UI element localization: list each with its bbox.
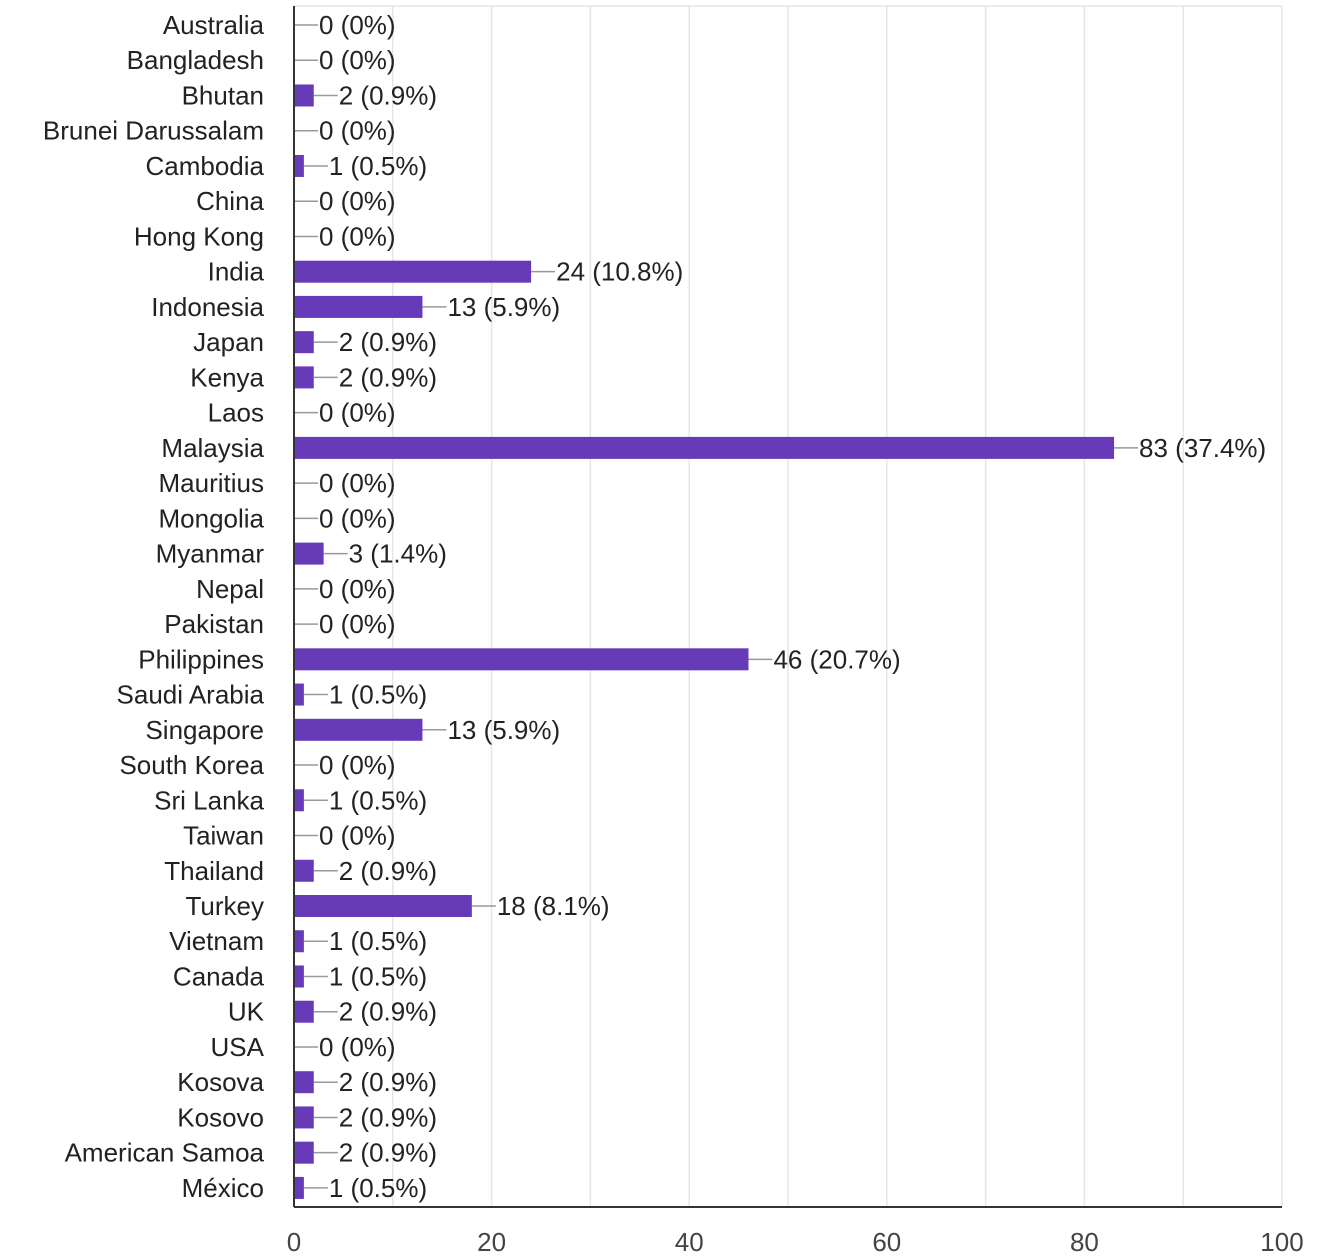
- data-label: 2 (0.9%): [339, 997, 437, 1027]
- data-label: 0 (0%): [319, 750, 396, 780]
- category-label: Thailand: [164, 856, 264, 886]
- category-label: México: [182, 1173, 264, 1203]
- category-label: Vietnam: [169, 926, 264, 956]
- data-label: 0 (0%): [319, 116, 396, 146]
- bar: [294, 895, 472, 917]
- data-label: 2 (0.9%): [339, 1067, 437, 1097]
- x-tick-label: 0: [287, 1227, 301, 1257]
- category-label: Nepal: [196, 574, 264, 604]
- data-label: 2 (0.9%): [339, 327, 437, 357]
- data-label: 0 (0%): [319, 574, 396, 604]
- category-label: Canada: [173, 961, 265, 991]
- category-label: South Korea: [119, 750, 264, 780]
- data-label: 24 (10.8%): [556, 257, 683, 287]
- category-label: Philippines: [138, 644, 264, 674]
- bar: [294, 965, 304, 988]
- category-label: Mongolia: [158, 503, 264, 533]
- bar: [294, 331, 314, 354]
- data-label: 13 (5.9%): [447, 292, 560, 322]
- data-label: 2 (0.9%): [339, 80, 437, 110]
- data-label: 1 (0.5%): [329, 1173, 427, 1203]
- category-label: India: [208, 257, 265, 287]
- data-label: 0 (0%): [319, 609, 396, 639]
- bar: [294, 718, 423, 741]
- data-label: 0 (0%): [319, 221, 396, 251]
- category-label: Kosova: [177, 1067, 264, 1097]
- bar: [294, 1106, 314, 1129]
- bar: [294, 930, 304, 953]
- x-tick-label: 100: [1260, 1227, 1303, 1257]
- data-label: 1 (0.5%): [329, 680, 427, 710]
- category-label: Kosovo: [177, 1102, 264, 1132]
- bar: [294, 1000, 314, 1023]
- bar: [294, 1071, 314, 1094]
- category-label: Japan: [193, 327, 264, 357]
- x-tick-label: 20: [477, 1227, 506, 1257]
- category-label: Myanmar: [156, 539, 265, 569]
- data-label: 0 (0%): [319, 468, 396, 498]
- data-label: 0 (0%): [319, 10, 396, 40]
- category-label: Pakistan: [164, 609, 264, 639]
- category-label: UK: [228, 997, 265, 1027]
- category-label: Malaysia: [161, 433, 264, 463]
- category-label: Australia: [163, 10, 265, 40]
- data-label: 0 (0%): [319, 186, 396, 216]
- bar: [294, 683, 304, 706]
- bar: [294, 84, 314, 107]
- data-label: 1 (0.5%): [329, 926, 427, 956]
- category-label: Sri Lanka: [154, 785, 264, 815]
- category-label: Bhutan: [182, 80, 264, 110]
- category-label: Cambodia: [145, 151, 264, 181]
- x-tick-label: 60: [872, 1227, 901, 1257]
- category-label: Hong Kong: [134, 221, 264, 251]
- data-label: 1 (0.5%): [329, 785, 427, 815]
- data-label: 0 (0%): [319, 398, 396, 428]
- category-label: Saudi Arabia: [117, 680, 265, 710]
- x-tick-label: 80: [1070, 1227, 1099, 1257]
- data-label: 13 (5.9%): [447, 715, 560, 745]
- data-label: 2 (0.9%): [339, 362, 437, 392]
- data-label: 0 (0%): [319, 1032, 396, 1062]
- bar: [294, 789, 304, 812]
- bar: [294, 366, 314, 389]
- bar: [294, 542, 324, 565]
- bar: [294, 260, 532, 283]
- data-label: 3 (1.4%): [349, 539, 447, 569]
- category-label: Bangladesh: [127, 45, 264, 75]
- data-label: 0 (0%): [319, 821, 396, 851]
- data-label: 83 (37.4%): [1139, 433, 1266, 463]
- category-label: Indonesia: [151, 292, 264, 322]
- category-label: Taiwan: [183, 821, 264, 851]
- bar: [294, 436, 1115, 459]
- data-label: 2 (0.9%): [339, 1138, 437, 1168]
- data-label: 1 (0.5%): [329, 961, 427, 991]
- category-label: Mauritius: [159, 468, 264, 498]
- category-label: American Samoa: [65, 1138, 265, 1168]
- category-label: China: [196, 186, 264, 216]
- bar: [294, 1141, 314, 1164]
- category-label: Kenya: [190, 362, 264, 392]
- data-label: 0 (0%): [319, 503, 396, 533]
- data-label: 18 (8.1%): [497, 891, 610, 921]
- category-label: Turkey: [186, 891, 265, 921]
- data-label: 2 (0.9%): [339, 856, 437, 886]
- data-label: 1 (0.5%): [329, 151, 427, 181]
- category-label: Laos: [208, 398, 264, 428]
- data-label: 0 (0%): [319, 45, 396, 75]
- category-label: USA: [211, 1032, 265, 1062]
- bar: [294, 648, 749, 671]
- bar: [294, 859, 314, 882]
- bar: [294, 154, 304, 177]
- bar: [294, 1176, 304, 1199]
- category-label: Singapore: [145, 715, 264, 745]
- x-tick-label: 40: [675, 1227, 704, 1257]
- data-label: 2 (0.9%): [339, 1102, 437, 1132]
- bar: [294, 295, 423, 318]
- category-label: Brunei Darussalam: [43, 116, 264, 146]
- data-label: 46 (20.7%): [773, 644, 900, 674]
